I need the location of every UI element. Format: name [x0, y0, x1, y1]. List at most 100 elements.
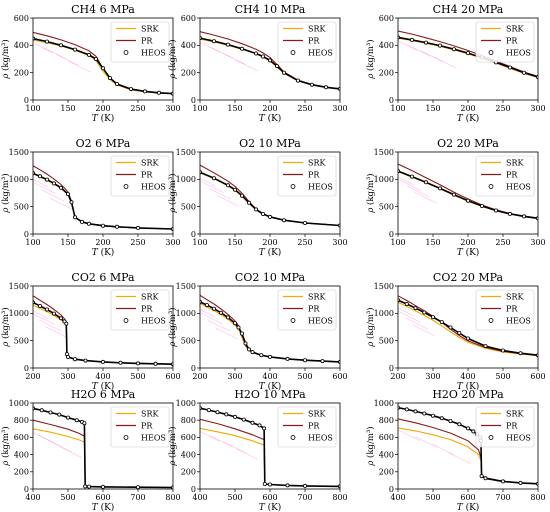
y-tick-label: 600	[379, 433, 394, 442]
heos-marker	[232, 414, 237, 419]
y-tick-label: 400	[379, 41, 394, 50]
x-tick-label: 100	[25, 104, 40, 113]
y-tick-label: 1500	[9, 148, 29, 157]
y-tick-label: 200	[379, 468, 394, 477]
heos-marker	[211, 39, 216, 44]
legend-label: HEOS	[506, 434, 531, 443]
heos-marker	[465, 51, 470, 56]
x-tick-label: 150	[425, 238, 440, 247]
heos-marker	[87, 221, 92, 226]
heos-marker	[136, 485, 140, 489]
x-tick-label: 150	[60, 104, 75, 113]
x-tick-label: 400	[95, 372, 110, 381]
x-tick-label: 700	[130, 493, 145, 502]
heos-marker	[218, 310, 223, 315]
heos-marker	[253, 51, 258, 56]
artifact-streak	[448, 452, 471, 465]
y-tick-label: 1500	[176, 148, 196, 157]
artifact-streak	[68, 61, 91, 73]
heos-marker	[45, 307, 50, 312]
plot-area	[33, 295, 173, 367]
heos-marker	[153, 361, 158, 366]
plot-area	[200, 406, 340, 489]
heos-marker	[64, 321, 69, 326]
artifact-streak	[200, 431, 220, 442]
y-axis-label: ρ (kg/m³)	[167, 173, 178, 213]
heos-marker	[423, 180, 428, 185]
subplot-h2o-20-mpa: H2O 20 MPa 400 500 600 700 800 0 200 400 600 800 10…	[365, 388, 546, 512]
heos-marker	[52, 311, 57, 316]
y-axis-label: ρ (kg/m³)	[167, 426, 178, 466]
legend-label: HEOS	[506, 49, 531, 58]
artifact-streak	[200, 312, 223, 325]
x-tick-label: 200	[262, 104, 277, 113]
heos-marker	[409, 174, 414, 179]
artifact-streak	[33, 432, 51, 442]
artifact-streak	[49, 197, 73, 210]
artifact-streak	[420, 50, 444, 63]
legend-label: PR	[506, 305, 518, 314]
x-tick-label: 500	[130, 372, 145, 381]
plot-area	[200, 294, 340, 364]
y-tick-label: 1000	[374, 399, 394, 408]
legend: SRK PR HEOS	[475, 21, 535, 63]
legend-label: SRK	[506, 159, 525, 168]
series-line-pr	[398, 30, 538, 78]
subplot-title: CH4 10 MPa	[235, 3, 306, 16]
heos-marker	[82, 421, 87, 426]
plot-area	[398, 295, 538, 358]
legend-label: HEOS	[308, 49, 333, 58]
artifact-streak	[33, 313, 55, 325]
heos-marker	[243, 341, 248, 346]
legend-label: SRK	[308, 293, 327, 302]
heos-marker	[507, 211, 512, 216]
heos-marker	[259, 353, 264, 358]
heos-marker	[135, 225, 140, 230]
subplot-title: CO2 20 MPa	[433, 271, 504, 284]
plot-area	[200, 164, 340, 228]
legend-label: PR	[308, 305, 320, 314]
legend-label: HEOS	[506, 183, 531, 192]
y-axis-label: ρ (kg/m³)	[365, 307, 376, 347]
x-tick-label: 500	[60, 493, 75, 502]
subplot-o2-6-mpa: O2 6 MPa 100 150 200 250 300 0 500 1000 1500 T (K)…	[0, 137, 181, 258]
artifact-streak	[223, 441, 246, 454]
y-tick-label: 1500	[176, 282, 196, 291]
y-tick-label: 500	[181, 202, 196, 211]
legend-label: PR	[308, 37, 320, 46]
heos-marker	[83, 484, 88, 489]
heos-marker	[115, 224, 120, 229]
artifact-streak	[55, 53, 79, 66]
legend: SRK PR HEOS	[475, 289, 535, 331]
heos-marker	[211, 176, 216, 181]
x-axis-label: T (K)	[259, 502, 282, 512]
x-tick-label: 600	[530, 372, 545, 381]
heos-marker	[224, 412, 229, 417]
y-tick-label: 400	[14, 450, 29, 459]
artifact-streak	[235, 59, 258, 72]
x-axis-label: T (K)	[92, 247, 115, 258]
plot-area	[200, 31, 340, 91]
legend: SRK PR HEOS	[277, 155, 337, 197]
artifact-streak	[405, 317, 429, 330]
x-tick-label: 300	[425, 372, 440, 381]
y-tick-label: 1500	[9, 282, 29, 291]
artifact-streak	[34, 182, 57, 195]
y-axis-label: ρ (kg/m³)	[365, 39, 376, 79]
subplot-title: CH4 6 MPa	[71, 3, 135, 16]
heos-marker	[39, 408, 44, 413]
heos-marker	[87, 484, 92, 489]
subplot-h2o-6-mpa: H2O 6 MPa 400 500 600 700 800 0 200 400 600 800 100…	[0, 388, 181, 512]
heos-marker	[59, 43, 64, 48]
artifact-streak	[209, 188, 232, 200]
heos-marker	[246, 200, 251, 205]
heos-marker	[135, 361, 140, 366]
x-axis-label: T (K)	[92, 381, 115, 392]
y-tick-label: 400	[181, 450, 196, 459]
heos-marker	[250, 350, 255, 355]
heos-marker	[83, 358, 88, 363]
heos-marker	[413, 306, 418, 311]
artifact-streak	[33, 179, 49, 188]
y-tick-label: 0	[389, 96, 394, 105]
heos-marker	[267, 214, 272, 219]
